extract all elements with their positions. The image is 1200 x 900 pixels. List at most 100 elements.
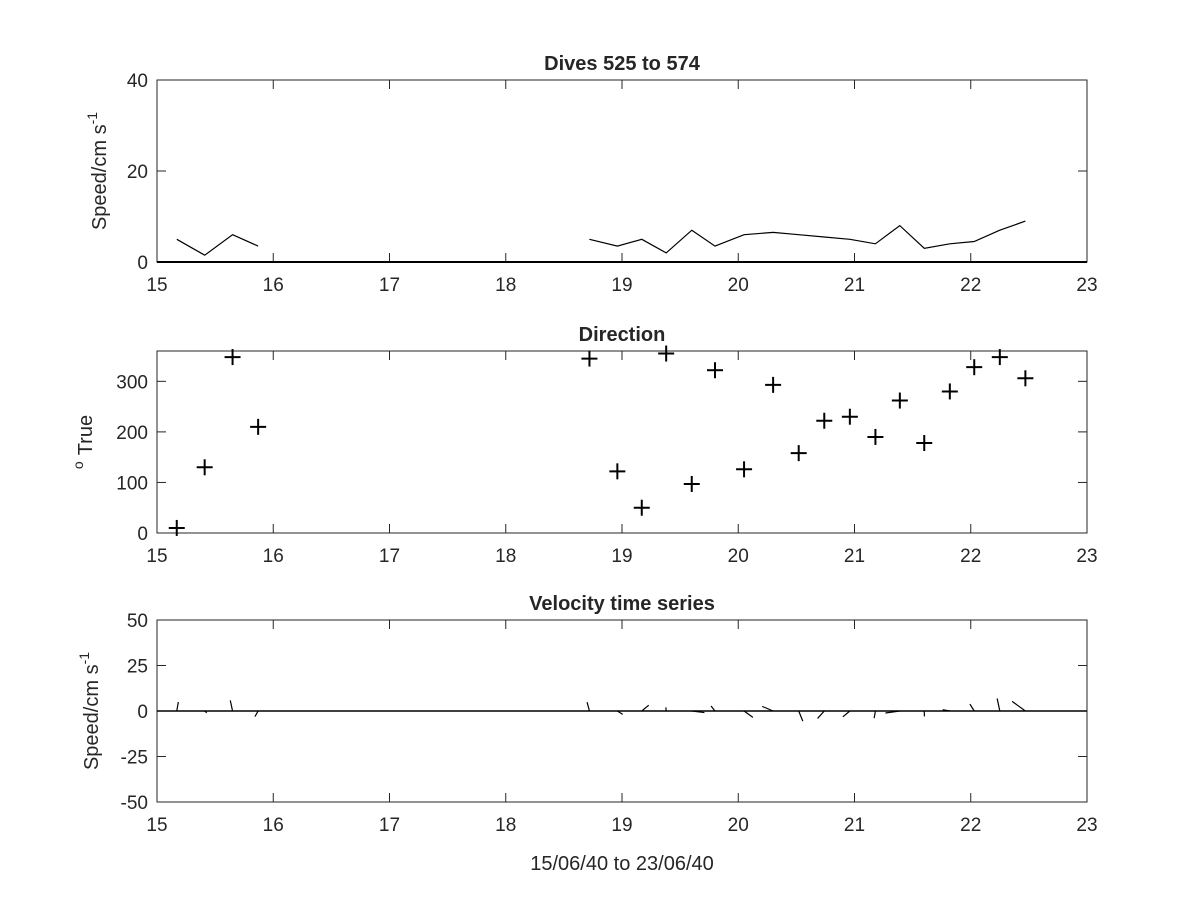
direction-point (867, 428, 884, 445)
velocity-stick (873, 710, 877, 719)
ticks-velocity: 15 16 17 18 19 20 21 22 23 -50 -25 0 25 50 (121, 611, 1098, 836)
x-tick-label: 23 (1076, 815, 1097, 836)
x-tick-label: 17 (379, 546, 400, 567)
direction-point (250, 418, 267, 435)
direction-point (966, 359, 983, 376)
y-tick-label: 25 (127, 657, 148, 678)
panel-velocity: Velocity time series 15 16 17 18 19 20 21 22 23 -… (76, 593, 1098, 875)
y-tick-label: -50 (121, 793, 148, 814)
direction-point (765, 376, 782, 393)
direction-point (736, 461, 753, 478)
direction-point (941, 383, 958, 400)
y-tick-label: 40 (127, 71, 148, 92)
velocity-stick (942, 709, 950, 712)
x-tick-label: 15 (146, 275, 167, 296)
velocity-stick (641, 704, 650, 712)
direction-point (658, 345, 675, 362)
panel-speed: Dives 525 to 574 15 16 17 18 19 20 21 22 23 0 20 40… (84, 53, 1098, 296)
speed-line (589, 220, 1026, 254)
y-axis-label-superscript: -1 (76, 652, 92, 665)
velocity-stick (996, 698, 1001, 712)
x-tick-label: 15 (146, 815, 167, 836)
velocity-stick (885, 710, 900, 714)
x-tick-label: 22 (960, 815, 981, 836)
x-tick-label: 22 (960, 546, 981, 567)
speed-line (176, 234, 259, 256)
velocity-stick (691, 710, 705, 714)
x-tick-label: 16 (263, 815, 284, 836)
x-tick-label: 19 (611, 275, 632, 296)
x-tick-label: 23 (1076, 275, 1097, 296)
ticks-direction: 15 16 17 18 19 20 21 22 23 0 100 200 300 (116, 351, 1098, 567)
x-tick-label: 17 (379, 815, 400, 836)
velocity-stick (1011, 700, 1026, 712)
axes-frame-speed (156, 79, 1088, 263)
chart-title-speed: Dives 525 to 574 (544, 53, 701, 75)
y-tick-label: 100 (116, 473, 148, 494)
direction-point (916, 435, 933, 452)
marks-direction (168, 345, 1034, 536)
x-axis-label-velocity: 15/06/40 to 23/06/40 (530, 853, 714, 875)
x-tick-label: 18 (495, 546, 516, 567)
x-tick-label: 20 (728, 815, 749, 836)
direction-point (633, 499, 650, 516)
x-tick-label: 17 (379, 275, 400, 296)
y-axis-label-text: Speed/cm s (89, 124, 111, 230)
direction-point (1017, 370, 1034, 387)
direction-point (891, 392, 908, 409)
direction-point (707, 362, 723, 379)
velocity-stick (617, 710, 624, 715)
velocity-stick (762, 705, 774, 712)
velocity-stick (204, 710, 208, 714)
velocity-stick (969, 703, 975, 712)
y-axis-label-superscript: -1 (84, 112, 100, 125)
x-tick-label: 18 (495, 815, 516, 836)
x-tick-label: 16 (263, 275, 284, 296)
direction-point (790, 445, 807, 462)
velocity-stick (586, 702, 591, 712)
velocity-stick (817, 710, 825, 719)
y-tick-label: 50 (127, 611, 148, 632)
x-tick-label: 21 (844, 815, 865, 836)
y-axis-label-direction: o True (70, 415, 97, 469)
direction-point (841, 408, 858, 425)
y-axis-label-superscript: o (70, 461, 86, 469)
velocity-stick (229, 700, 234, 712)
direction-point (609, 463, 626, 480)
x-tick-label: 23 (1076, 546, 1097, 567)
y-tick-label: -25 (121, 748, 148, 769)
direction-point (581, 350, 598, 367)
axes-frame-direction (156, 350, 1088, 534)
x-tick-label: 15 (146, 546, 167, 567)
velocity-stick (743, 710, 754, 718)
marks-velocity (157, 698, 1087, 722)
direction-point (816, 412, 833, 429)
y-tick-label: 20 (127, 162, 148, 183)
direction-point (196, 459, 213, 476)
x-tick-label: 19 (611, 546, 632, 567)
velocity-stick (176, 701, 179, 712)
y-tick-label: 300 (116, 372, 148, 393)
chart-title-velocity: Velocity time series (529, 593, 715, 615)
marks-speed (157, 220, 1087, 263)
y-axis-label-text: Speed/cm s (81, 664, 103, 770)
y-tick-label: 0 (137, 702, 148, 723)
x-tick-label: 22 (960, 275, 981, 296)
direction-point (168, 519, 185, 536)
y-axis-label-velocity: Speed/cm s-1 (76, 652, 103, 770)
panel-direction: Direction 15 16 17 18 19 20 21 22 23 0 100 200 300 o… (70, 324, 1098, 567)
x-tick-label: 16 (263, 546, 284, 567)
x-tick-label: 18 (495, 275, 516, 296)
direction-point (683, 475, 700, 492)
velocity-stick (842, 710, 851, 718)
y-axis-label-text: True (75, 415, 97, 455)
x-tick-label: 20 (728, 275, 749, 296)
velocity-stick (798, 710, 804, 722)
direction-point (991, 349, 1008, 366)
y-tick-label: 0 (137, 524, 148, 545)
chart-title-direction: Direction (579, 324, 666, 346)
y-tick-label: 200 (116, 423, 148, 444)
velocity-stick (710, 705, 716, 712)
x-tick-label: 19 (611, 815, 632, 836)
